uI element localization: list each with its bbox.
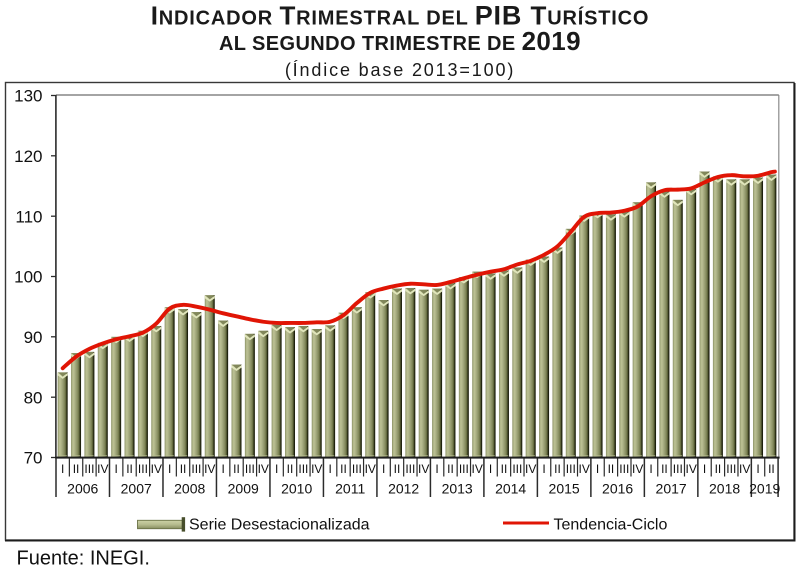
svg-text:2014: 2014 — [495, 481, 526, 497]
svg-text:2011: 2011 — [335, 481, 365, 497]
svg-text:I: I — [435, 462, 438, 476]
svg-text:III: III — [459, 462, 469, 476]
svg-text:2016: 2016 — [602, 481, 633, 497]
svg-text:I: I — [61, 462, 64, 476]
svg-text:III: III — [352, 462, 362, 476]
svg-text:AL SEGUNDO TRIMESTRE DE 2019: AL SEGUNDO TRIMESTRE DE 2019 — [219, 26, 581, 56]
svg-text:II: II — [73, 462, 80, 476]
svg-text:2008: 2008 — [174, 481, 205, 497]
svg-text:80: 80 — [24, 388, 43, 407]
svg-text:III: III — [84, 462, 94, 476]
svg-text:IV: IV — [472, 462, 483, 476]
svg-text:2012: 2012 — [388, 481, 419, 497]
svg-text:2013: 2013 — [442, 481, 473, 497]
svg-text:IV: IV — [258, 462, 269, 476]
svg-text:2017: 2017 — [656, 481, 687, 497]
svg-text:2010: 2010 — [281, 481, 312, 497]
svg-text:2018: 2018 — [709, 481, 740, 497]
svg-text:III: III — [673, 462, 683, 476]
svg-text:III: III — [298, 462, 308, 476]
svg-text:100: 100 — [14, 268, 42, 287]
svg-text:2009: 2009 — [228, 481, 259, 497]
svg-text:I: I — [168, 462, 171, 476]
svg-text:III: III — [245, 462, 255, 476]
svg-text:III: III — [726, 462, 736, 476]
svg-text:IV: IV — [685, 462, 696, 476]
svg-text:IV: IV — [739, 462, 750, 476]
svg-text:III: III — [405, 462, 415, 476]
svg-text:INDICADOR TRIMESTRAL DEL PIB T: INDICADOR TRIMESTRAL DEL PIB TURÍSTICO — [151, 1, 650, 31]
svg-text:2015: 2015 — [549, 481, 580, 497]
svg-text:I: I — [703, 462, 706, 476]
svg-text:I: I — [756, 462, 759, 476]
svg-text:II: II — [715, 462, 722, 476]
svg-text:2006: 2006 — [67, 481, 98, 497]
svg-text:IV: IV — [525, 462, 536, 476]
svg-text:IV: IV — [418, 462, 429, 476]
svg-text:IV: IV — [311, 462, 322, 476]
svg-text:IV: IV — [632, 462, 643, 476]
svg-text:IV: IV — [151, 462, 162, 476]
svg-text:I: I — [489, 462, 492, 476]
svg-text:I: I — [221, 462, 224, 476]
svg-text:II: II — [447, 462, 454, 476]
svg-text:I: I — [275, 462, 278, 476]
svg-text:II: II — [768, 462, 775, 476]
svg-text:I: I — [596, 462, 599, 476]
svg-text:I: I — [649, 462, 652, 476]
svg-text:III: III — [566, 462, 576, 476]
svg-text:IV: IV — [204, 462, 215, 476]
svg-text:II: II — [661, 462, 668, 476]
svg-text:(Índice base 2013=100): (Índice base 2013=100) — [285, 60, 515, 80]
svg-text:II: II — [501, 462, 508, 476]
svg-text:IV: IV — [97, 462, 108, 476]
svg-text:II: II — [340, 462, 347, 476]
svg-text:I: I — [382, 462, 385, 476]
svg-text:III: III — [191, 462, 201, 476]
svg-text:II: II — [554, 462, 561, 476]
svg-text:Tendencia-Ciclo: Tendencia-Ciclo — [554, 517, 668, 534]
svg-text:II: II — [180, 462, 187, 476]
svg-text:110: 110 — [15, 207, 42, 226]
svg-text:III: III — [619, 462, 629, 476]
svg-text:IV: IV — [579, 462, 590, 476]
svg-text:2019: 2019 — [749, 481, 780, 497]
svg-text:120: 120 — [14, 147, 42, 166]
svg-text:II: II — [287, 462, 294, 476]
svg-text:130: 130 — [14, 87, 42, 106]
svg-text:Fuente: INEGI.: Fuente: INEGI. — [17, 548, 150, 570]
svg-text:I: I — [114, 462, 117, 476]
svg-text:II: II — [608, 462, 615, 476]
svg-text:II: II — [233, 462, 240, 476]
svg-text:2007: 2007 — [121, 481, 152, 497]
svg-text:Serie Desestacionalizada: Serie Desestacionalizada — [189, 517, 370, 534]
svg-text:II: II — [394, 462, 401, 476]
svg-text:II: II — [126, 462, 133, 476]
svg-text:IV: IV — [365, 462, 376, 476]
svg-text:I: I — [542, 462, 545, 476]
svg-text:III: III — [138, 462, 148, 476]
svg-text:70: 70 — [24, 449, 43, 468]
svg-text:I: I — [328, 462, 331, 476]
svg-text:90: 90 — [24, 328, 43, 347]
svg-text:III: III — [512, 462, 522, 476]
